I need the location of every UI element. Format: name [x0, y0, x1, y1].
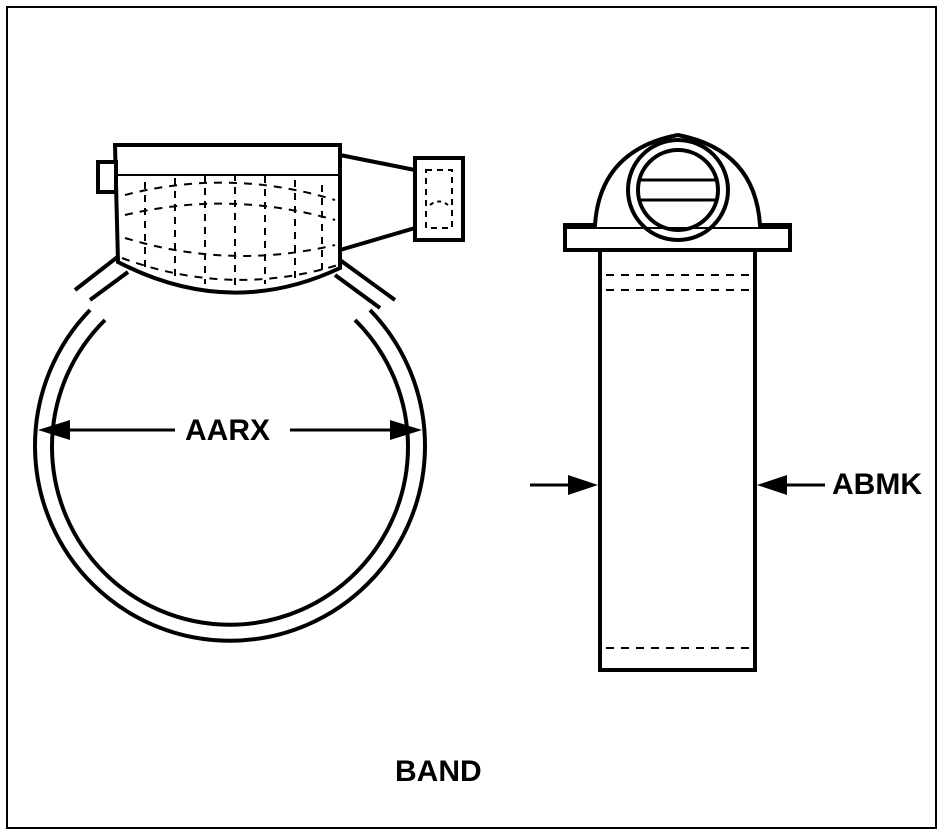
side-view — [530, 135, 825, 670]
front-view — [35, 145, 463, 641]
dim-abmk-arrow-left — [568, 475, 598, 495]
screw-stub-left — [98, 162, 116, 192]
ring-inner — [52, 320, 408, 625]
screw-cone — [340, 155, 415, 250]
dim-abmk-label: ABMK — [832, 468, 922, 502]
side-band-rect — [600, 250, 755, 670]
side-screw-circle-inner — [638, 150, 718, 230]
dim-aarx-label: AARX — [185, 414, 270, 448]
front-view-svg — [0, 0, 943, 835]
band-tail-right-outer — [340, 260, 395, 300]
housing-body — [115, 145, 340, 293]
band-tail-right-inner — [335, 275, 380, 308]
diagram-title: BAND — [395, 755, 482, 789]
dim-abmk-arrow-right — [757, 475, 787, 495]
ring-outer — [35, 310, 425, 641]
